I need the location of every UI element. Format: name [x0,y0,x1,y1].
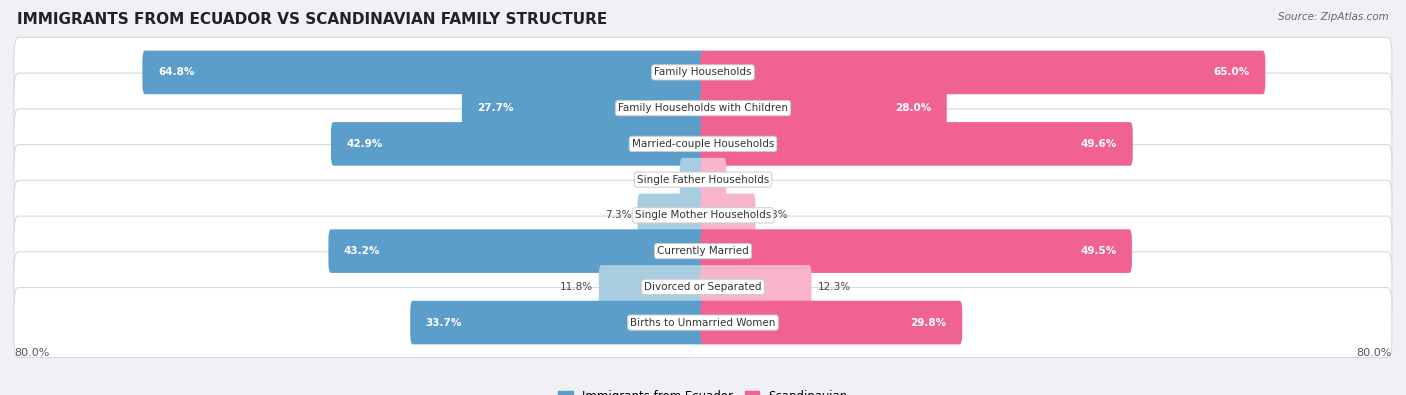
Text: 2.4%: 2.4% [647,175,673,184]
FancyBboxPatch shape [411,301,706,344]
Text: 64.8%: 64.8% [157,68,194,77]
Text: IMMIGRANTS FROM ECUADOR VS SCANDINAVIAN FAMILY STRUCTURE: IMMIGRANTS FROM ECUADOR VS SCANDINAVIAN … [17,12,607,27]
FancyBboxPatch shape [700,158,727,201]
FancyBboxPatch shape [14,252,1392,322]
Text: 80.0%: 80.0% [1357,348,1392,358]
Text: 42.9%: 42.9% [346,139,382,149]
Text: Source: ZipAtlas.com: Source: ZipAtlas.com [1278,12,1389,22]
FancyBboxPatch shape [14,109,1392,179]
Text: 12.3%: 12.3% [817,282,851,292]
Text: Births to Unmarried Women: Births to Unmarried Women [630,318,776,327]
FancyBboxPatch shape [700,194,755,237]
Text: 33.7%: 33.7% [426,318,463,327]
FancyBboxPatch shape [461,87,706,130]
Text: Family Households: Family Households [654,68,752,77]
Text: 27.7%: 27.7% [478,103,513,113]
FancyBboxPatch shape [14,73,1392,143]
FancyBboxPatch shape [599,265,706,308]
FancyBboxPatch shape [14,38,1392,107]
FancyBboxPatch shape [679,158,706,201]
Text: 43.2%: 43.2% [344,246,380,256]
Text: 29.8%: 29.8% [911,318,946,327]
FancyBboxPatch shape [14,181,1392,250]
Text: 49.5%: 49.5% [1080,246,1116,256]
FancyBboxPatch shape [330,122,706,166]
FancyBboxPatch shape [700,229,1132,273]
Text: Family Households with Children: Family Households with Children [619,103,787,113]
Text: 2.4%: 2.4% [733,175,759,184]
Text: 80.0%: 80.0% [14,348,49,358]
FancyBboxPatch shape [700,87,946,130]
FancyBboxPatch shape [700,301,962,344]
Text: 5.8%: 5.8% [762,211,787,220]
FancyBboxPatch shape [14,216,1392,286]
Text: 11.8%: 11.8% [560,282,593,292]
Text: 28.0%: 28.0% [896,103,931,113]
FancyBboxPatch shape [14,288,1392,357]
FancyBboxPatch shape [637,194,706,237]
FancyBboxPatch shape [142,51,706,94]
Text: 65.0%: 65.0% [1213,68,1250,77]
FancyBboxPatch shape [700,51,1265,94]
FancyBboxPatch shape [329,229,706,273]
Text: Divorced or Separated: Divorced or Separated [644,282,762,292]
Text: 7.3%: 7.3% [605,211,631,220]
Text: Single Mother Households: Single Mother Households [636,211,770,220]
Text: Currently Married: Currently Married [657,246,749,256]
FancyBboxPatch shape [700,122,1133,166]
Text: Married-couple Households: Married-couple Households [631,139,775,149]
FancyBboxPatch shape [700,265,811,308]
Text: 49.6%: 49.6% [1081,139,1118,149]
Legend: Immigrants from Ecuador, Scandinavian: Immigrants from Ecuador, Scandinavian [554,385,852,395]
FancyBboxPatch shape [14,145,1392,214]
Text: Single Father Households: Single Father Households [637,175,769,184]
